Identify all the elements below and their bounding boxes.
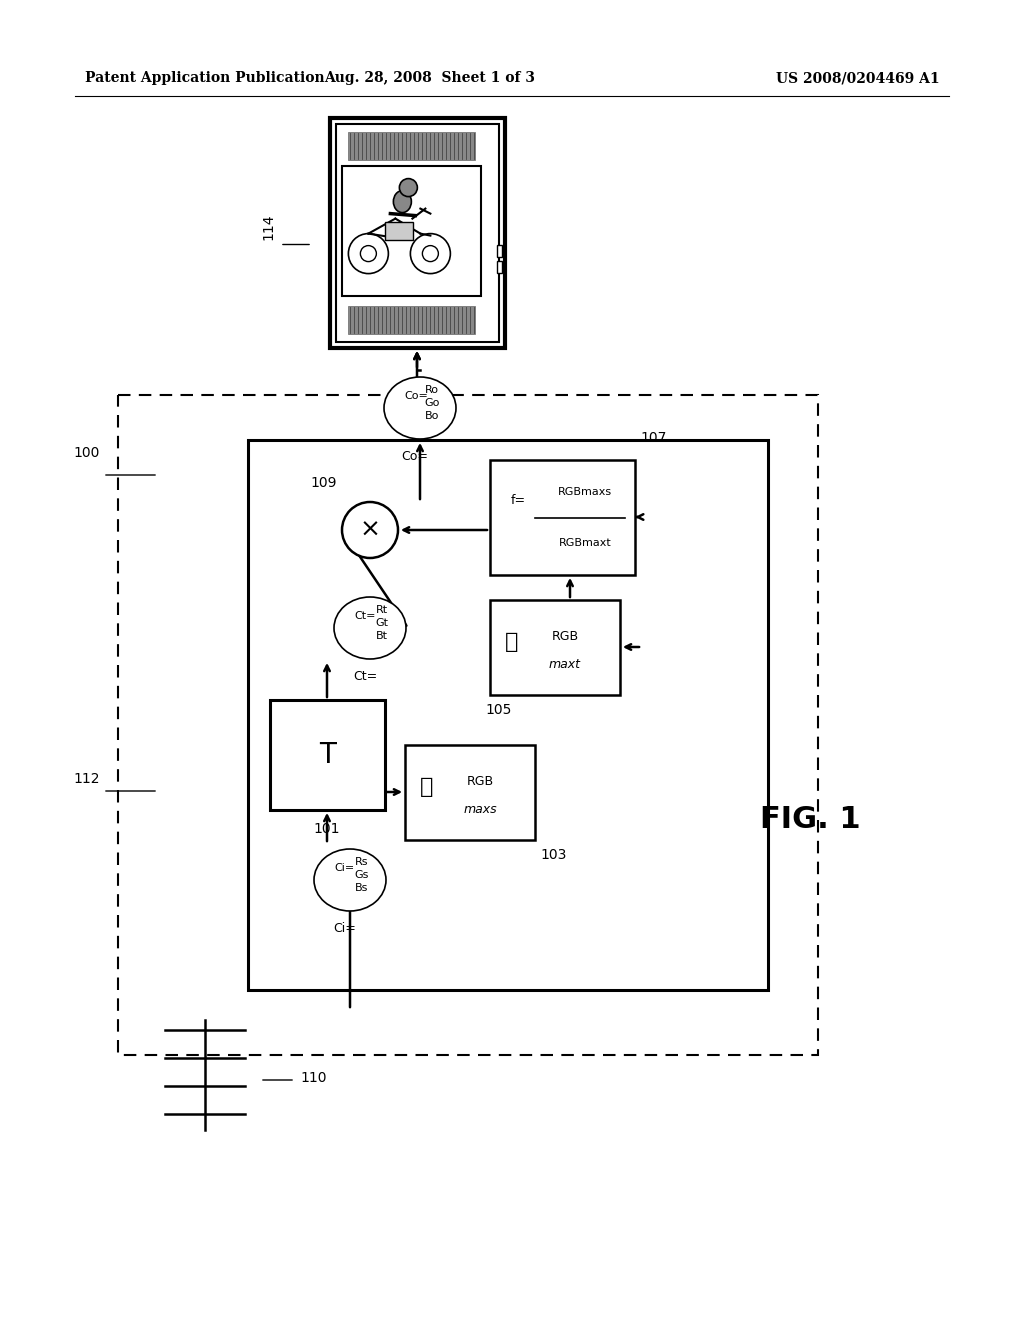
Bar [342, 166, 481, 296]
Bar [270, 700, 385, 810]
Text: 109: 109 [310, 477, 337, 490]
Bar [490, 601, 620, 696]
Ellipse shape [314, 849, 386, 911]
Text: Co=: Co= [404, 391, 428, 401]
Text: RGBmaxs: RGBmaxs [558, 487, 612, 498]
Text: 110: 110 [300, 1071, 327, 1085]
Text: RGB: RGB [467, 775, 494, 788]
Text: RGBmaxt: RGBmaxt [559, 537, 611, 548]
Circle shape [342, 502, 398, 558]
Text: Patent Application Publication: Patent Application Publication [85, 71, 325, 84]
Text: US 2008/0204469 A1: US 2008/0204469 A1 [776, 71, 940, 84]
Text: 105: 105 [485, 704, 511, 717]
Text: FIG. 1: FIG. 1 [760, 805, 860, 834]
Bar [490, 459, 635, 576]
Text: maxs: maxs [463, 803, 497, 816]
Text: Bo: Bo [425, 411, 439, 421]
Bar [348, 306, 475, 334]
Text: Rs: Rs [355, 857, 369, 867]
Ellipse shape [393, 190, 412, 213]
Text: maxt: maxt [549, 659, 581, 671]
Text: Ci=: Ci= [334, 863, 354, 873]
Text: Ro: Ro [425, 385, 439, 395]
Ellipse shape [384, 378, 456, 440]
Text: Go: Go [424, 399, 439, 408]
Text: Ct=: Ct= [353, 671, 377, 682]
Bar [385, 222, 414, 240]
Text: Bt: Bt [376, 631, 388, 642]
Text: RGB: RGB [552, 630, 579, 643]
Bar [118, 395, 818, 1055]
Text: 100: 100 [74, 446, 100, 459]
Text: ⌕: ⌕ [420, 777, 434, 797]
Bar [497, 260, 502, 273]
Text: f=: f= [510, 494, 525, 507]
Text: 103: 103 [540, 847, 566, 862]
Text: Co=: Co= [401, 450, 428, 463]
Text: ×: × [359, 517, 381, 543]
Text: 107: 107 [640, 432, 667, 445]
Text: T: T [319, 741, 336, 770]
Text: Gt: Gt [376, 618, 388, 628]
Bar [248, 440, 768, 990]
Text: 101: 101 [313, 822, 340, 836]
Bar [330, 117, 505, 348]
Text: Ct=: Ct= [354, 611, 376, 620]
Text: Aug. 28, 2008  Sheet 1 of 3: Aug. 28, 2008 Sheet 1 of 3 [325, 71, 536, 84]
Bar [348, 132, 475, 160]
Text: Bs: Bs [355, 883, 369, 894]
Text: 114: 114 [261, 213, 275, 239]
Bar [497, 244, 502, 256]
Text: Rt: Rt [376, 605, 388, 615]
Text: 112: 112 [74, 772, 100, 785]
Text: ⌕: ⌕ [505, 632, 519, 652]
Ellipse shape [334, 597, 406, 659]
Bar [406, 744, 535, 840]
Text: Gs: Gs [354, 870, 370, 880]
Bar [336, 124, 499, 342]
Text: Ci=: Ci= [334, 921, 356, 935]
Circle shape [399, 178, 418, 197]
